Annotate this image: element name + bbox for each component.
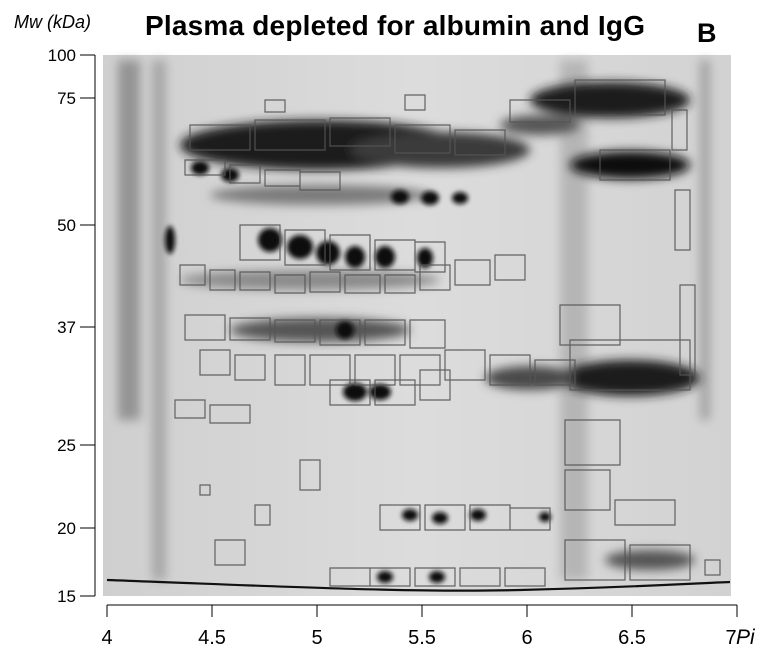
gel-image [103,55,731,596]
y-tick-label: 15 [57,587,76,606]
y-tick-label: 37 [57,318,76,337]
x-axis-title: Pi [736,626,755,649]
x-tick-label: 5 [311,627,322,649]
x-tick-label: 4.5 [198,627,226,649]
y-axis: 100 75 50 37 25 20 15 [48,46,96,606]
y-axis-title: Mw (kDa) [14,12,91,32]
y-tick-label: 50 [57,216,76,235]
panel-label: B [697,18,717,48]
x-axis: 4 4.5 5 5.5 6 6.5 7 [101,604,738,649]
x-tick-label: 6 [521,627,532,649]
x-tick-label: 6.5 [618,627,646,649]
x-tick-label: 7 [725,627,736,649]
y-tick-label: 100 [48,46,76,65]
x-tick-label: 4 [101,627,112,649]
figure-title: Plasma depleted for albumin and IgG [145,10,646,41]
y-tick-label: 75 [57,89,76,108]
y-tick-label: 20 [57,519,76,538]
x-tick-label: 5.5 [408,627,436,649]
y-tick-label: 25 [57,436,76,455]
